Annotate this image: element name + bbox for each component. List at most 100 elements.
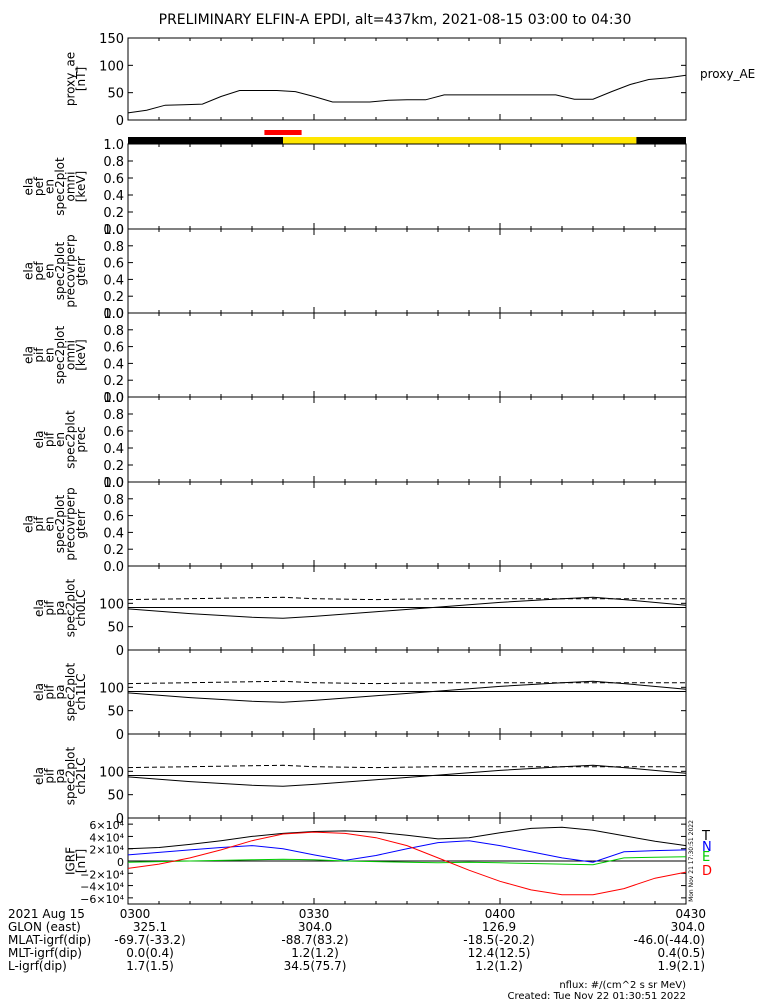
y-axis-label-line: [keV] [74,171,88,202]
y-tick-label: 1.0 [103,307,124,322]
y-axis-label-line: ela [32,767,46,785]
y-tick-label: 0.2 [103,459,124,474]
y-tick-label: 1.0 [103,223,124,238]
panel-frame [127,312,687,398]
y-tick-label: 0.4 [103,357,124,372]
proxy-ae-line [127,74,687,114]
x-info-value: 34.5(75.7) [284,959,347,973]
y-tick-label: 50 [107,789,124,804]
y-tick-label: 0.0 [103,560,124,575]
plot-title: PRELIMINARY ELFIN-A EPDI, alt=437km, 202… [159,12,632,28]
x-info-value: 1.7(1.5) [126,959,174,973]
series-line-N [127,840,687,863]
y-axis-label-line: spec2plot [64,578,78,637]
y-tick-label: 1.0 [103,138,124,153]
y-axis-label-line: ch1LC [74,674,88,711]
panel-p3: 1.0 0.8 0.60.4 0.2 0.0 elapifenspec2plotomni[… [22,307,687,406]
y-axis-label-line: pa [53,685,67,700]
y-axis-label-line: ch0LC [74,590,88,627]
x-info-value: 12.4(12.5) [468,946,531,960]
y-tick-label: 0.8 [103,408,124,423]
y-axis-label-line: [nT] [74,67,88,91]
y-axis-label-line: ela [22,177,36,195]
y-axis-label-line: spec2plot [64,662,78,721]
x-info-value: -88.7(83.2) [281,933,348,947]
panel-frame [127,143,687,230]
y-tick-label: 0.6 [103,510,124,525]
series-line-0 [127,596,686,601]
x-info-value: -46.0(-44.0) [634,933,705,947]
x-info-value: 0.0(0.4) [126,946,174,960]
x-info-value: 304.0 [671,920,705,934]
y-tick-label: 50 [107,87,124,102]
x-axis-info: 2021 Aug 15 0300 0330 0400 0430 GLON (east) 32… [8,907,706,973]
x-info-value: -18.5(-20.2) [463,933,534,947]
y-axis-label-line: proxy_ae [64,52,78,106]
y-tick-label: 150 [99,32,124,47]
y-tick-label: −6×10⁴ [80,893,124,906]
y-tick-label: 0.2 [103,374,124,389]
y-axis-label-line: spec2plot [53,157,67,216]
panel-frame [127,37,687,121]
y-axis-label-line: en [53,432,67,447]
y-tick-label: 0 [117,856,124,869]
y-tick-label: 0.8 [103,324,124,339]
y-axis-label-line: omni [64,172,78,202]
panel-ae: 150 100 50 0 proxy_ae[nT] proxy_AE [64,32,756,129]
y-tick-label: 0.0 [103,391,124,406]
panel-frame [127,481,687,567]
y-tick-label: −4×10⁴ [80,881,124,894]
y-axis-label-line: precovrperp [64,487,78,560]
x-info-value: 1.2(1.2) [291,946,339,960]
y-axis-label-line: en [43,264,57,279]
legend-N: N [702,840,712,855]
panel-p5: 1.0 0.8 0.60.4 0.2 0.0 elapifenspec2plotpreco… [22,476,687,575]
side-timestamp: Mon Nov 21 17:30:51 2022 [688,820,695,902]
nflux-units: nflux: #/(cm^2 s sr MeV) [559,980,686,991]
orbit-bar-segment-2 [636,137,686,144]
y-axis-label-line: gterr [74,509,88,538]
y-axis-label-line: en [43,348,57,363]
y-axis-label-line: en [43,517,57,532]
y-tick-label: 100 [99,59,124,74]
orbit-bar-segment-1 [283,137,637,144]
y-axis-label-line: spec2plot [53,241,67,300]
y-tick-label: 50 [107,621,124,636]
x-info-row-label: GLON (east) [8,920,81,934]
science-zone-marker [264,130,302,135]
y-tick-label: 0.6 [103,172,124,187]
y-tick-label: 0.2 [103,290,124,305]
y-axis-label-line: ela [22,515,36,533]
y-tick-label: 100 [99,597,124,612]
y-axis-label-line: pif [32,347,46,363]
y-tick-label: 0.4 [103,189,124,204]
x-tick-label: 0400 [485,907,516,921]
y-axis-label-line: ela [32,430,46,448]
y-axis-label-line: omni [64,340,78,370]
legend-D: D [702,864,712,879]
y-tick-label: 0.4 [103,526,124,541]
y-tick-label: 0.0 [103,223,124,238]
series-line-0 [127,764,686,769]
series-line-2 [127,596,687,619]
y-tick-label: 0.8 [103,493,124,508]
x-info-value: -69.7(-33.2) [114,933,185,947]
series-line-T [127,826,687,850]
y-tick-label: 0.6 [103,425,124,440]
y-axis-label-line: pef [32,176,46,196]
y-tick-label: 100 [99,681,124,696]
x-info-value: 304.0 [298,920,332,934]
x-info-row-label: L-igrf(dip) [8,959,67,973]
y-axis-label-line: pif [43,684,57,700]
y-axis-label-line: spec2plot [64,410,78,469]
series-line-0 [127,680,686,685]
y-axis-label-line: ela [32,683,46,701]
y-tick-label: 0 [116,114,124,129]
series-line-E [127,856,687,866]
y-axis-label-line: pa [53,769,67,784]
x-info-value: 0.4(0.5) [657,946,705,960]
x-tick-label: 0300 [120,907,151,921]
y-axis-label-line: pif [43,768,57,784]
